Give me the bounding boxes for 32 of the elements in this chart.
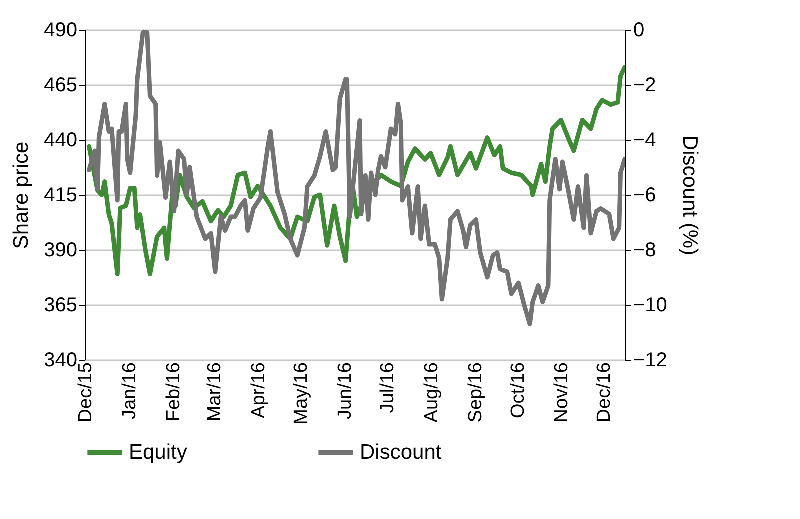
x-tick-label: Oct/16	[508, 362, 529, 418]
line-series	[87, 30, 625, 326]
y2-tick-label: −8	[634, 240, 656, 262]
y2-tick-label: −12	[634, 350, 668, 372]
y2-tick-label: −2	[634, 74, 656, 96]
x-tick-label: Sep/16	[465, 362, 486, 423]
y-tick-label: 415	[44, 184, 78, 206]
x-tick-label: Jun/16	[334, 362, 356, 420]
legend-label: Discount	[360, 441, 442, 464]
x-tick-label: Nov/16	[552, 362, 573, 423]
x-tick-label: Apr/16	[248, 362, 270, 418]
y-tick-label: 465	[44, 74, 78, 96]
y2-tick-label: −4	[634, 130, 656, 152]
y2-tick-label: −10	[634, 294, 668, 316]
y-tick-label: 340	[44, 350, 78, 372]
x-tick-label: Jul/16	[377, 362, 398, 414]
y2-tick-label: −6	[634, 184, 656, 206]
y-tick-label: 365	[44, 294, 78, 316]
y2-axis-title: Discount (%)	[678, 135, 702, 256]
y2-tick-label: 0	[634, 20, 645, 42]
y-tick-label: 440	[44, 130, 78, 152]
x-tick-label: Feb/16	[163, 362, 184, 422]
y-tick-label: 490	[44, 20, 78, 42]
x-tick-label: May/16	[290, 362, 312, 425]
y-axis-title: Share price	[10, 142, 34, 250]
x-tick-label: Dec/15	[76, 362, 96, 423]
y-tick-label: 390	[44, 240, 78, 262]
x-tick-label: Jan/16	[119, 362, 140, 420]
x-tick-label: Mar/16	[204, 362, 226, 422]
x-tick-label: Dec/16	[594, 362, 616, 423]
legend-label: Equity	[129, 441, 188, 464]
x-tick-label: Aug/16	[421, 362, 442, 423]
